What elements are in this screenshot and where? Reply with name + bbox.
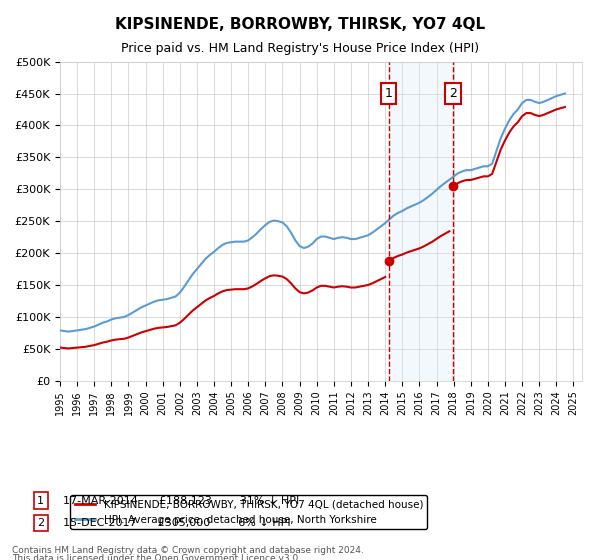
Text: 2: 2: [449, 87, 457, 100]
Bar: [389, 62, 453, 381]
Text: 2    15-DEC-2017      £305,000        6% ↓ HPI: 2 15-DEC-2017 £305,000 6% ↓ HPI: [42, 518, 290, 528]
Legend: KIPSINENDE, BORROWBY, THIRSK, YO7 4QL (detached house), HPI: Average price, deta: KIPSINENDE, BORROWBY, THIRSK, YO7 4QL (d…: [70, 495, 427, 529]
Text: This data is licensed under the Open Government Licence v3.0.: This data is licensed under the Open Gov…: [12, 554, 301, 560]
Text: 2: 2: [37, 518, 44, 528]
Text: 1    17-MAR-2014      £188,123        31% ↓ HPI: 1 17-MAR-2014 £188,123 31% ↓ HPI: [42, 496, 299, 506]
Text: Contains HM Land Registry data © Crown copyright and database right 2024.: Contains HM Land Registry data © Crown c…: [12, 546, 364, 555]
Text: Price paid vs. HM Land Registry's House Price Index (HPI): Price paid vs. HM Land Registry's House …: [121, 42, 479, 55]
Text: 1: 1: [385, 87, 393, 100]
Text: 1: 1: [37, 496, 44, 506]
Text: KIPSINENDE, BORROWBY, THIRSK, YO7 4QL: KIPSINENDE, BORROWBY, THIRSK, YO7 4QL: [115, 17, 485, 32]
